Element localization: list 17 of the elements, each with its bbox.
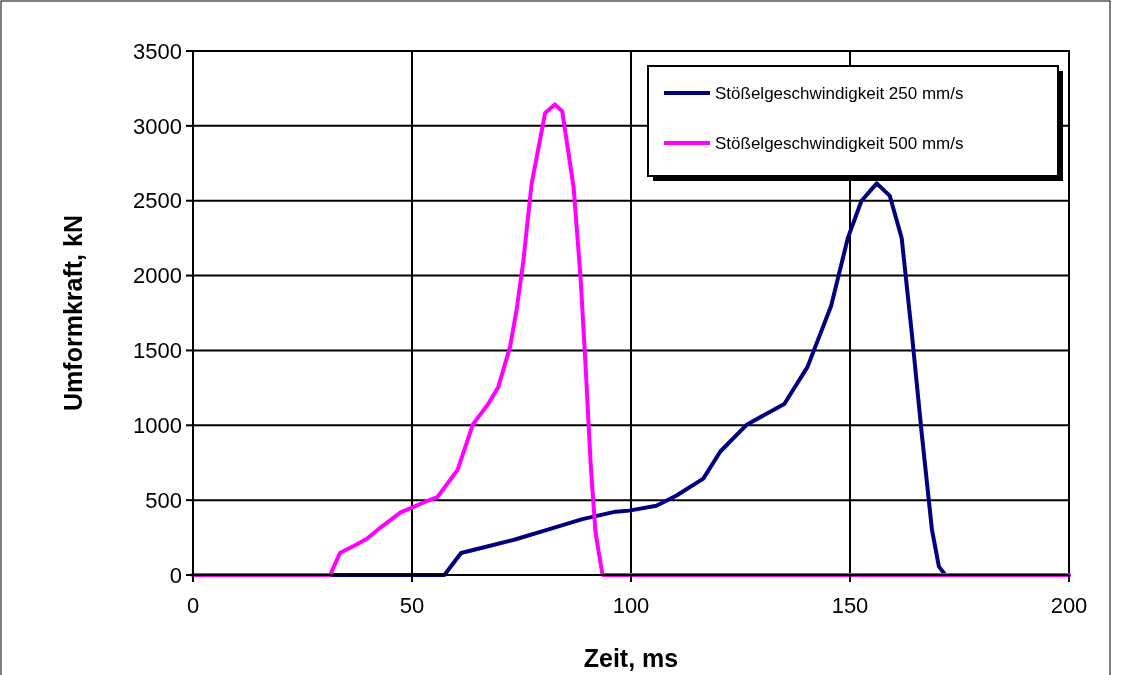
y-tick-label: 1000 [133, 412, 182, 438]
y-tick-label: 3500 [133, 38, 182, 64]
y-tick-label: 1500 [133, 338, 182, 364]
y-tick-label: 500 [145, 487, 182, 513]
legend-label: Stößelgeschwindigkeit 500 mm/s [715, 133, 964, 153]
x-axis-title: Zeit, ms [583, 644, 679, 672]
x-tick-label: 100 [612, 593, 650, 618]
y-tick-label: 2000 [133, 263, 182, 289]
x-tick-label: 0 [186, 593, 200, 618]
y-tick-label: 3000 [133, 113, 182, 139]
x-tick-label: 50 [399, 593, 425, 618]
x-tick-label: 150 [831, 593, 869, 618]
legend-label: Stößelgeschwindigkeit 250 mm/s [715, 83, 964, 103]
x-tick-label: 200 [1050, 593, 1088, 618]
y-axis-title: Umformkraft, kN [59, 215, 87, 411]
y-tick-label: 0 [169, 562, 182, 588]
y-tick-label: 2500 [133, 188, 182, 214]
